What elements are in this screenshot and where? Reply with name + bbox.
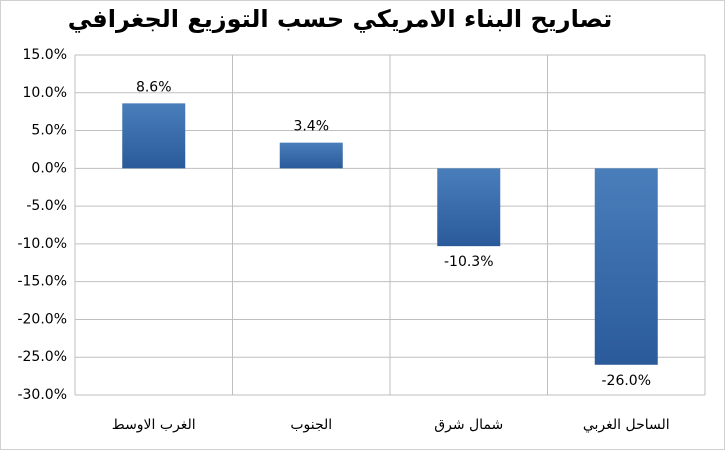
x-tick-label: الساحل الغربي xyxy=(583,417,670,433)
y-tick-label: -25.0% xyxy=(17,349,67,365)
bar xyxy=(122,103,186,169)
y-tick-label: 10.0% xyxy=(23,85,67,101)
data-label: -10.3% xyxy=(444,254,494,270)
y-tick-label: 5.0% xyxy=(31,123,67,139)
bar xyxy=(437,168,501,247)
bar xyxy=(594,168,658,365)
x-tick-label: الغرب الاوسط xyxy=(112,417,196,433)
x-tick-label: الجنوب xyxy=(290,417,332,433)
y-tick-label: -15.0% xyxy=(17,274,67,290)
data-label: 8.6% xyxy=(136,79,172,95)
x-tick-label: شمال شرق xyxy=(434,417,503,433)
data-label: 3.4% xyxy=(293,119,329,135)
data-label: -26.0% xyxy=(601,373,651,389)
y-tick-label: -10.0% xyxy=(17,236,67,252)
y-tick-label: 0.0% xyxy=(31,160,67,176)
y-tick-label: -30.0% xyxy=(17,387,67,403)
chart-title: تصاريح البناء الامريكي حسب التوزيع الجغر… xyxy=(68,5,613,33)
y-tick-label: 15.0% xyxy=(23,47,67,63)
y-tick-label: -20.0% xyxy=(17,311,67,327)
bar xyxy=(279,142,343,169)
y-tick-label: -5.0% xyxy=(26,198,67,214)
